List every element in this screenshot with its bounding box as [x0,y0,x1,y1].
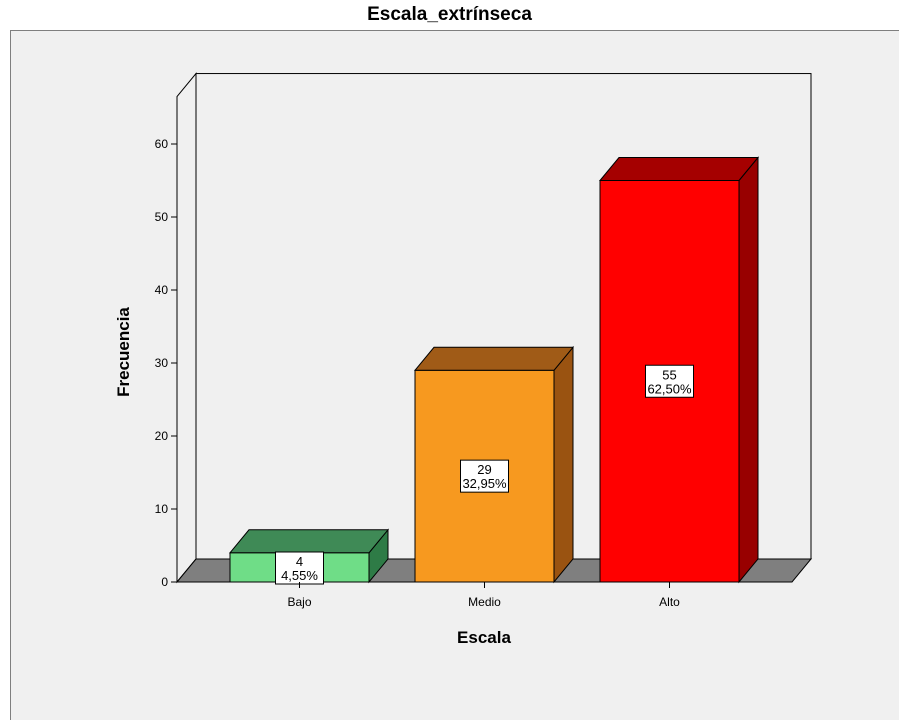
y-axis-title: Frecuencia [114,307,133,397]
y-tick-label: 0 [161,575,168,589]
y-tick-label: 50 [155,210,169,224]
data-label-count: 29 [477,462,491,477]
bar-side [738,156,759,584]
bar-bajo: 44,55% [228,528,390,585]
x-axis: Bajo Medio Alto [287,582,680,609]
data-label-box [645,364,694,398]
y-axis: 0 10 20 30 40 50 60 [155,137,177,589]
data-label-count: 55 [662,367,676,382]
chart-title: Escala_extrínseca [367,4,532,25]
bar-top [598,157,760,181]
x-tick-label: Alto [659,595,680,609]
bar-top [228,529,390,554]
y-tick-label: 60 [155,137,169,151]
x-tick-label: Bajo [287,595,311,609]
data-label-box [275,551,324,585]
data-label-box [460,459,509,493]
x-tick-label: Medio [468,595,501,609]
y-tick-label: 40 [155,283,169,297]
y-tick-label: 30 [155,356,169,370]
data-label-percent: 4,55% [281,568,318,583]
y-tick-label: 20 [155,429,169,443]
bar-top [413,346,575,371]
data-label-count: 4 [296,554,303,569]
data-label-percent: 62,50% [647,381,692,396]
data-label-percent: 32,95% [462,476,507,491]
bar-side [553,345,574,584]
x-axis-title: Escala [457,628,511,647]
side-wall [176,72,197,584]
y-tick-label: 10 [155,502,169,516]
